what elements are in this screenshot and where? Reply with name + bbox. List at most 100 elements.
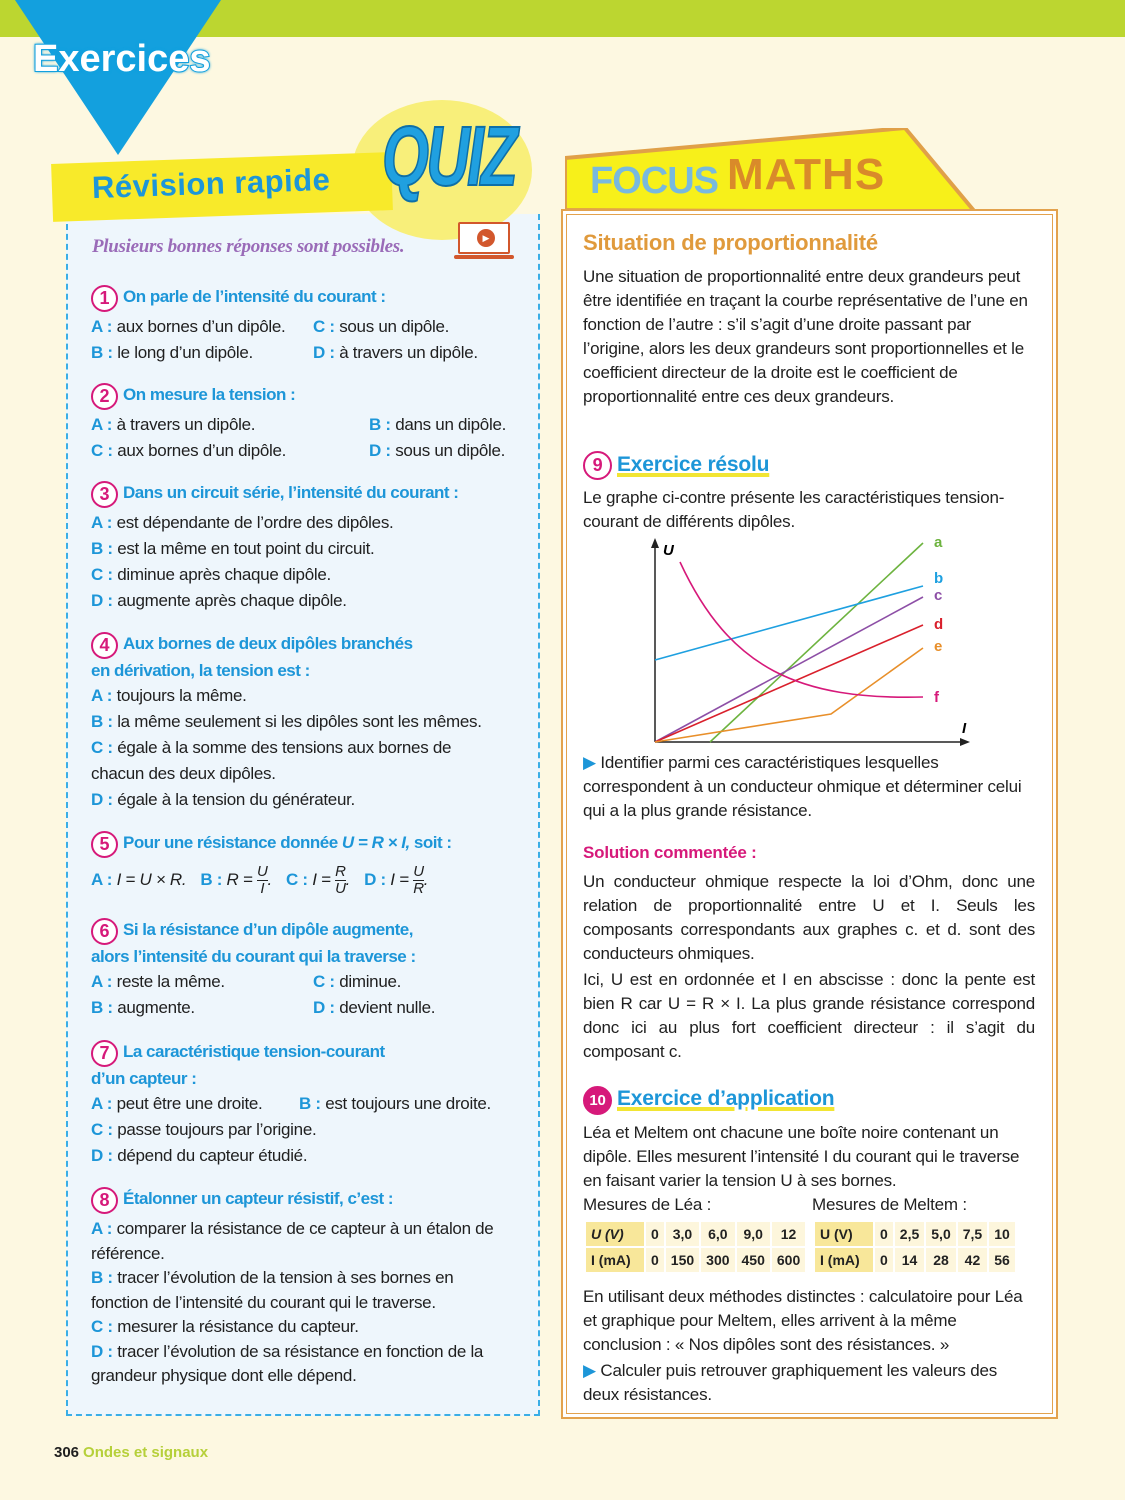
exercise-10-text: Léa et Meltem ont chacune une boîte noir… (583, 1123, 1020, 1190)
exercise-10-task: ▶ Calculer puis retrouver graphiquement … (583, 1361, 998, 1404)
exercise-9-task: ▶ Identifier parmi ces caractéristiques … (583, 753, 1022, 820)
curve-d (654, 624, 924, 743)
answer-a[interactable]: A : aux bornes d’un dipôle. (91, 317, 286, 336)
arrow-icon: ▶ (583, 1361, 596, 1380)
answer-d[interactable]: D : devient nulle. (313, 998, 436, 1017)
answer-d[interactable]: D : tracer l’évolution de sa résistance … (91, 1341, 484, 1386)
answer-b[interactable]: B : tracer l’évolution de la tension à s… (91, 1268, 454, 1312)
exercise-number: 9 (583, 451, 612, 480)
question-text-cont: alors l’intensité du courant qui la trav… (91, 947, 416, 966)
curve-c (654, 596, 924, 743)
formula: U = R × I, (341, 833, 410, 852)
page-footer: 306 Ondes et signaux (54, 1444, 208, 1461)
focus-word: FOCUS (590, 160, 719, 202)
question-text-cont: d’un capteur : (91, 1069, 197, 1088)
answer-d[interactable]: D : à travers un dipôle. (313, 343, 478, 362)
quiz-question-2: 2 On mesure la tension : A : à travers un… (91, 383, 531, 464)
u-axis-label: U (663, 542, 675, 559)
answer-d[interactable]: D : égale à la tension du générateur. (91, 790, 355, 809)
answer-c[interactable]: C : passe toujours par l’origine. (91, 1120, 317, 1139)
quiz-question-6: 6 Si la résistance d’un dipôle augmente, … (91, 918, 531, 1021)
answer-b[interactable]: B : la même seulement si les dipôles son… (91, 712, 482, 731)
arrow-icon: ▶ (583, 753, 596, 772)
video-button[interactable]: ▶ (454, 222, 514, 259)
curve-label-f: f (934, 689, 940, 706)
quiz-question-8: 8 Étalonner un capteur résistif, c’est : … (91, 1187, 531, 1389)
answer-a[interactable]: A : comparer la résistance de ce capteur… (91, 1219, 494, 1263)
exercise-number: 10 (583, 1086, 612, 1115)
answer-c[interactable]: C : sous un dipôle. (313, 317, 450, 336)
answer-c[interactable]: C : mesurer la résistance du capteur. (91, 1317, 359, 1336)
quiz-question-1: 1 On parle de l’intensité du courant : A … (91, 285, 531, 366)
table-row: U (V) 0 2,5 5,0 7,5 10 (815, 1222, 1015, 1246)
exercise-10-header: 10 Exercice d’application (583, 1086, 1035, 1115)
page-number: 306 (54, 1444, 80, 1461)
question-number: 8 (91, 1187, 118, 1214)
quiz-question-4: 4 Aux bornes de deux dipôles branchés en … (91, 632, 531, 813)
quiz-question-5: 5 Pour une résistance donnée U = R × I, s… (91, 831, 531, 902)
question-text: Si la résistance d’un dipôle augmente, (123, 920, 413, 939)
footer-section: Ondes et signaux (83, 1444, 209, 1461)
answer-c[interactable]: C : égale à la somme des tensions aux bo… (91, 738, 452, 783)
section-triangle (15, 0, 221, 155)
answer-a[interactable]: A : à travers un dipôle. (91, 415, 256, 434)
meltem-caption: Mesures de Meltem : (812, 1195, 967, 1214)
question-text: La caractéristique tension-courant (123, 1042, 385, 1061)
meltem-table: U (V) 0 2,5 5,0 7,5 10 I (mA) 0 14 28 42 56 (813, 1220, 1017, 1274)
table-row: U (V) 0 3,0 6,0 9,0 12 (586, 1222, 806, 1246)
answer-b[interactable]: B : augmente. (91, 998, 195, 1017)
lea-table: U (V) 0 3,0 6,0 9,0 12 I (mA) 0 150 300 450 600 (584, 1220, 807, 1274)
question-number: 6 (91, 918, 118, 945)
answer-a[interactable]: A : reste la même. (91, 972, 225, 991)
solution-title: Solution commentée : (583, 843, 757, 862)
i-axis-label: I (962, 720, 967, 737)
question-number: 4 (91, 632, 118, 659)
answer-a[interactable]: A : peut être une droite. (91, 1094, 263, 1113)
question-number: 3 (91, 481, 118, 508)
answer-d[interactable]: D : dépend du capteur étudié. (91, 1146, 308, 1165)
focus-intro: Une situation de proportionnalité entre … (583, 267, 1028, 406)
exercise-title: Exercice d’application (617, 1087, 835, 1110)
answer-b[interactable]: B : est toujours une droite. (299, 1094, 491, 1113)
quiz-panel (66, 214, 540, 1416)
table-row: I (mA) 0 14 28 42 56 (815, 1248, 1015, 1272)
focus-box (561, 209, 1058, 1419)
question-text: Étalonner un capteur résistif, c’est : (123, 1189, 394, 1208)
exercise-title: Exercice résolu (617, 453, 770, 476)
question-text-cont: en dérivation, la tension est : (91, 661, 310, 680)
curve-label-d: d (934, 616, 943, 633)
solution-p1: Un conducteur ohmique respecte la loi d’… (583, 872, 1035, 963)
question-number: 5 (91, 831, 118, 858)
curve-e (654, 647, 924, 743)
answer-d[interactable]: D : sous un dipôle. (369, 441, 506, 460)
answer-a[interactable]: A : I = U × R. (91, 870, 187, 889)
quiz-question-7: 7 La caractéristique tension-courant d’un… (91, 1040, 531, 1169)
answer-c[interactable]: C : diminue. (313, 972, 402, 991)
answer-c[interactable]: C : diminue après chaque dipôle. (91, 565, 331, 584)
maths-word: MATHS (727, 150, 886, 199)
answer-b[interactable]: B : est la même en tout point du circuit… (91, 539, 375, 558)
curve-label-b: b (934, 570, 943, 587)
answer-a[interactable]: A : toujours la même. (91, 686, 247, 705)
curve-label-a: a (934, 534, 943, 551)
answer-b[interactable]: B : dans un dipôle. (369, 415, 507, 434)
question-number: 2 (91, 383, 118, 410)
focus-title: Situation de proportionnalité (583, 230, 878, 255)
answer-b[interactable]: B : le long d’un dipôle. (91, 343, 253, 362)
curve-label-c: c (934, 587, 942, 604)
question-number: 7 (91, 1040, 118, 1067)
question-text: Pour une résistance donnée (123, 833, 338, 852)
quiz-logo: QUIZ (381, 108, 518, 204)
play-icon: ▶ (477, 229, 495, 247)
lea-caption: Mesures de Léa : (583, 1195, 712, 1214)
answer-a[interactable]: A : est dépendante de l’ordre des dipôle… (91, 513, 394, 532)
answer-c[interactable]: C : aux bornes d’un dipôle. (91, 441, 287, 460)
table-row: I (mA) 0 150 300 450 600 (586, 1248, 806, 1272)
curve-f (679, 561, 924, 698)
answer-d[interactable]: D : augmente après chaque dipôle. (91, 591, 347, 610)
section-title: Exercices (32, 37, 211, 81)
